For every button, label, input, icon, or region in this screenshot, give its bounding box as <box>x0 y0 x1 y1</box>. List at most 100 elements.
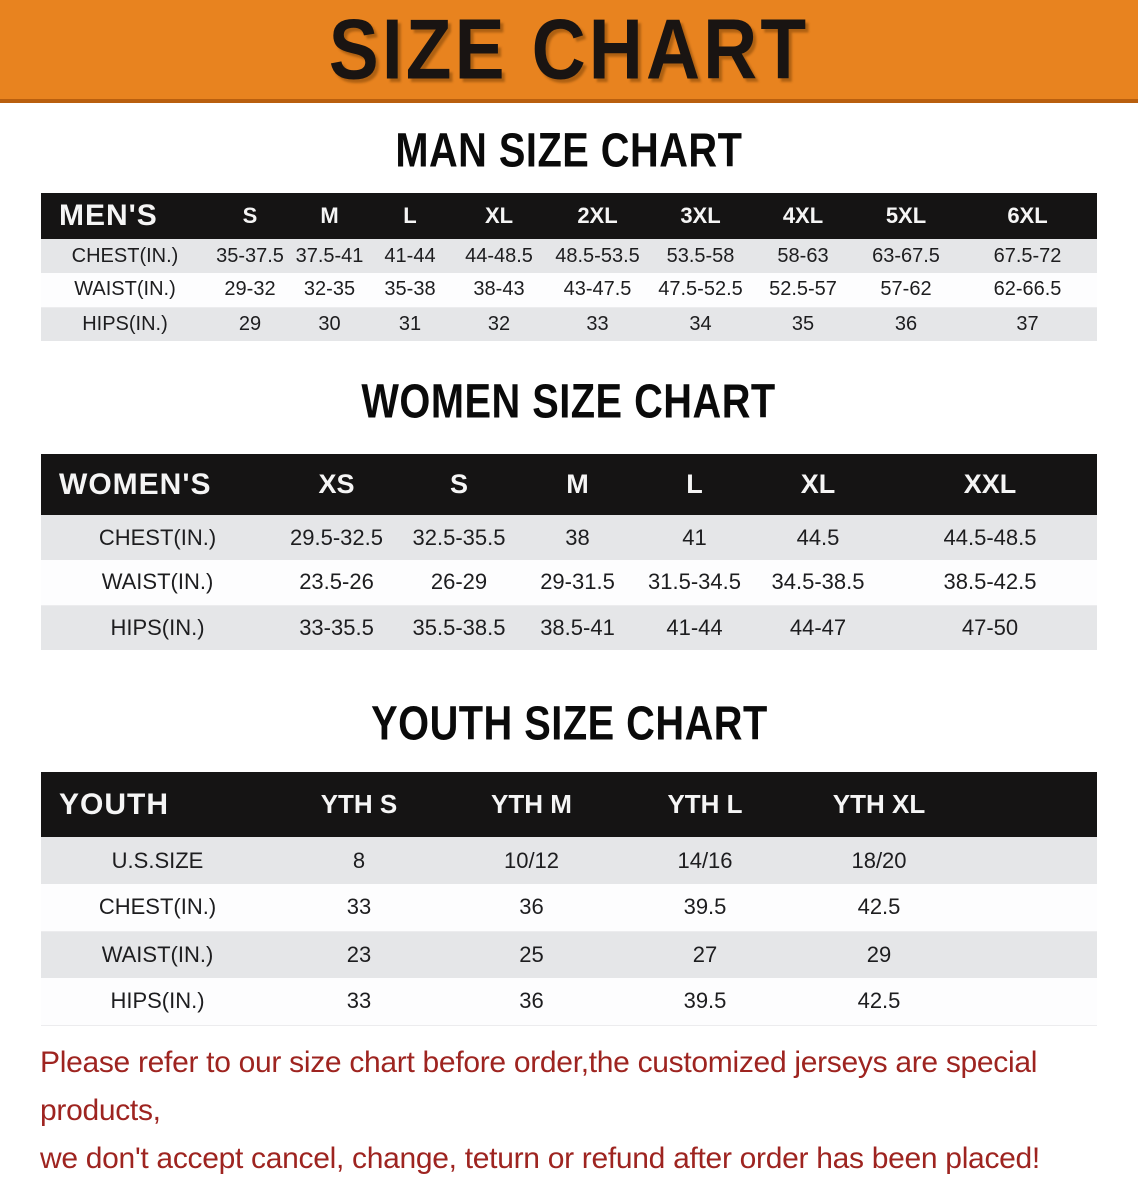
women-size-chart-heading-text: WOMEN SIZE CHART <box>361 373 777 429</box>
cell: 39.5 <box>683 894 727 920</box>
column-header: YTH M <box>491 789 572 819</box>
row-label: HIPS(IN.) <box>110 614 205 640</box>
banner-title: SIZE CHART <box>328 2 810 97</box>
cell: 47.5-52.5 <box>658 278 743 301</box>
cell: 38.5-42.5 <box>943 569 1037 595</box>
column-header: YTH S <box>320 789 398 819</box>
cell: 41-44 <box>384 244 436 267</box>
filler-cell <box>967 931 1097 978</box>
cell: 43-47.5 <box>563 278 632 301</box>
cell: 38.5-41 <box>540 614 615 640</box>
cell: 37.5-41 <box>295 244 364 267</box>
cell: 30 <box>318 312 341 335</box>
column-header: XL <box>484 203 514 228</box>
cell: 33-35.5 <box>299 614 374 640</box>
youth-size-table: YOUTH YTH S YTH M YTH L YTH XL U.S.SIZE 8 10/12… <box>41 772 1097 1026</box>
cell: 62-66.5 <box>993 278 1062 301</box>
table-row: U.S.SIZE 8 10/12 14/16 18/20 <box>41 837 1097 884</box>
cell: 29 <box>238 312 262 335</box>
cell: 33 <box>586 312 609 335</box>
cell: 29 <box>866 941 892 967</box>
row-label: CHEST(IN.) <box>98 524 217 550</box>
cell: 18/20 <box>851 847 907 873</box>
filler-cell <box>967 884 1097 931</box>
cell: 63-67.5 <box>872 244 940 267</box>
man-size-chart-heading: MAN SIZE CHART <box>0 123 1138 177</box>
row-label: HIPS(IN.) <box>110 988 205 1014</box>
row-label: WAIST(IN.) <box>101 569 214 595</box>
cell: 44-48.5 <box>465 244 533 267</box>
cell: 53.5-58 <box>666 244 735 267</box>
row-label: CHEST(IN.) <box>71 244 179 267</box>
table-row: HIPS(IN.) 33-35.5 35.5-38.5 38.5-41 41-44 44-… <box>41 605 1097 650</box>
cell: 29-31.5 <box>540 569 615 595</box>
table-row: CHEST(IN.) 35-37.5 37.5-41 41-44 44-48.5 48.5… <box>41 239 1097 273</box>
table-header-row: YOUTH YTH S YTH M YTH L YTH XL <box>41 772 1097 837</box>
table-corner-label: MEN'S <box>59 199 158 232</box>
column-header: L <box>403 203 417 228</box>
cell: 42.5 <box>857 894 901 920</box>
table-row: WAIST(IN.) 23 25 27 29 <box>41 931 1097 978</box>
cell: 34.5-38.5 <box>771 569 865 595</box>
cell: 14/16 <box>677 847 733 873</box>
row-label: WAIST(IN.) <box>101 941 214 967</box>
row-label: HIPS(IN.) <box>82 312 168 335</box>
women-size-chart-heading: WOMEN SIZE CHART <box>0 374 1138 428</box>
cell: 38 <box>565 524 590 550</box>
cell: 35-38 <box>384 278 436 301</box>
cell: 38-43 <box>473 278 525 301</box>
disclaimer-line-1: Please refer to our size chart before or… <box>40 1045 1038 1127</box>
table-row: WAIST(IN.) 29-32 32-35 35-38 38-43 43-47.5 47.… <box>41 273 1097 307</box>
table-row: HIPS(IN.) 29 30 31 32 33 34 35 36 37 <box>41 307 1097 341</box>
column-header: XL <box>800 469 836 499</box>
table-header-row: WOMEN'S XS S M L XL XXL <box>41 454 1097 515</box>
filler-cell <box>967 978 1097 1025</box>
column-header: XXL <box>963 469 1017 499</box>
cell: 58-63 <box>777 244 829 267</box>
cell: 41-44 <box>666 614 723 640</box>
disclaimer-text: Please refer to our size chart before or… <box>40 1039 1138 1183</box>
column-header: 4XL <box>782 203 824 228</box>
row-label: U.S.SIZE <box>111 847 204 873</box>
cell: 23 <box>346 941 372 967</box>
column-header: 5XL <box>885 203 927 228</box>
filler-cell <box>967 837 1097 884</box>
cell: 8 <box>352 847 366 873</box>
women-size-table: WOMEN'S XS S M L XL XXL CHEST(IN.) 29.5-32.5 32.5… <box>41 454 1097 650</box>
table-row: CHEST(IN.) 29.5-32.5 32.5-35.5 38 41 44.5 44.5… <box>41 515 1097 560</box>
cell: 52.5-57 <box>769 278 837 301</box>
row-label: CHEST(IN.) <box>98 894 217 920</box>
cell: 32.5-35.5 <box>412 524 506 550</box>
column-header: 2XL <box>577 203 618 228</box>
cell: 48.5-53.5 <box>555 244 640 267</box>
disclaimer-line-2: we don't accept cancel, change, teturn o… <box>40 1141 1040 1175</box>
cell: 10/12 <box>503 847 560 873</box>
youth-size-chart-heading-text: YOUTH SIZE CHART <box>370 695 768 751</box>
table-corner-label: WOMEN'S <box>59 467 212 501</box>
cell: 35-37.5 <box>216 244 284 267</box>
cell: 27 <box>692 941 718 967</box>
table-row: WAIST(IN.) 23.5-26 26-29 29-31.5 31.5-34.5 34… <box>41 560 1097 605</box>
cell: 31.5-34.5 <box>648 569 741 595</box>
cell: 35.5-38.5 <box>412 614 506 640</box>
column-header: YTH XL <box>832 789 926 819</box>
cell: 23.5-26 <box>299 569 374 595</box>
cell: 32-35 <box>303 278 356 301</box>
cell: 37 <box>1016 312 1039 335</box>
cell: 31 <box>398 312 422 335</box>
cell: 36 <box>519 988 544 1014</box>
column-header: M <box>566 469 589 499</box>
row-label: WAIST(IN.) <box>74 278 176 301</box>
cell: 36 <box>519 894 544 920</box>
table-header-row: MEN'S S M L XL 2XL 3XL 4XL 5XL 6XL <box>41 193 1097 239</box>
cell: 41 <box>682 524 707 550</box>
youth-size-chart-heading: YOUTH SIZE CHART <box>0 696 1138 750</box>
column-header: XS <box>318 469 355 499</box>
column-header: S <box>242 203 258 228</box>
cell: 34 <box>689 312 712 335</box>
cell: 32 <box>487 312 511 335</box>
cell: 26-29 <box>430 569 488 595</box>
filler-cell <box>967 772 1097 837</box>
cell: 57-62 <box>880 278 932 301</box>
cell: 39.5 <box>683 988 727 1014</box>
